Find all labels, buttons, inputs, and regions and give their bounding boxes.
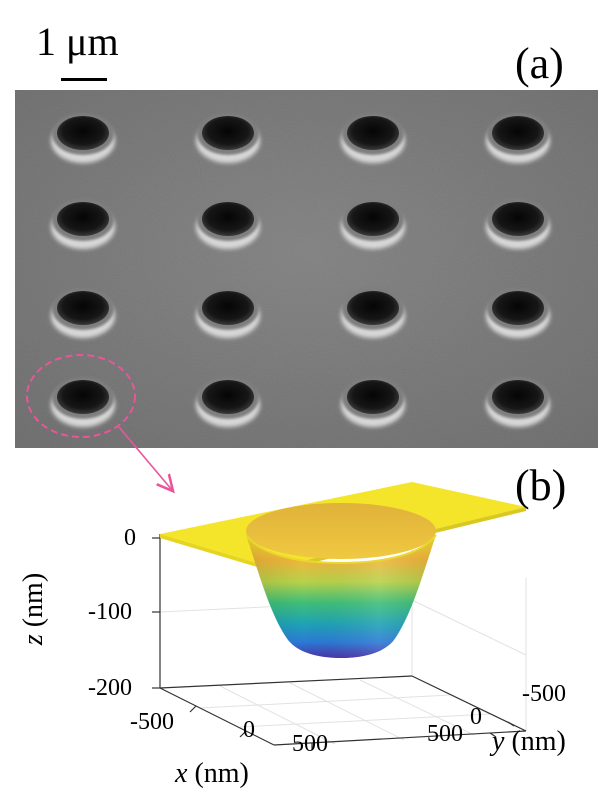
sem-hole xyxy=(341,199,405,249)
y-tick-label: -500 xyxy=(522,681,566,707)
highlight-circle xyxy=(26,354,136,438)
scale-bar-label: 1 μm xyxy=(36,19,119,64)
z-axis-label: z (nm) xyxy=(18,572,50,646)
sem-hole xyxy=(486,377,550,427)
y-axis-label: y (nm) xyxy=(492,726,566,757)
y-tick-label: 0 xyxy=(470,704,482,730)
sem-hole xyxy=(341,377,405,427)
sem-hole xyxy=(51,113,115,163)
y-tick-label: 500 xyxy=(427,721,463,747)
sem-hole xyxy=(486,199,550,249)
pointer-arrow xyxy=(117,425,172,490)
z-tick-label: -100 xyxy=(88,599,132,625)
sem-hole xyxy=(196,199,260,249)
sem-hole xyxy=(51,377,115,427)
x-tick-label: -500 xyxy=(130,709,174,735)
sem-hole xyxy=(341,288,405,338)
z-tick-label: -200 xyxy=(88,675,132,701)
panel-a-label: (a) xyxy=(515,39,564,88)
scale-bar xyxy=(61,78,107,81)
sem-hole-array xyxy=(51,113,550,427)
sem-hole xyxy=(486,288,550,338)
axes-frame xyxy=(159,534,527,746)
panel-b-label: (b) xyxy=(515,461,567,510)
sem-hole xyxy=(341,113,405,163)
sem-hole xyxy=(486,113,550,163)
z-tick-label: 0 xyxy=(124,525,136,551)
sem-hole xyxy=(51,288,115,338)
x-axis-label: x (nm) xyxy=(175,758,249,789)
sem-hole xyxy=(196,288,260,338)
sem-image xyxy=(15,90,598,448)
sem-hole xyxy=(196,113,260,163)
x-tick-label: 0 xyxy=(243,717,255,743)
surface xyxy=(160,482,526,658)
sem-hole xyxy=(51,199,115,249)
sem-hole xyxy=(196,377,260,427)
x-tick-label: 500 xyxy=(292,731,328,757)
